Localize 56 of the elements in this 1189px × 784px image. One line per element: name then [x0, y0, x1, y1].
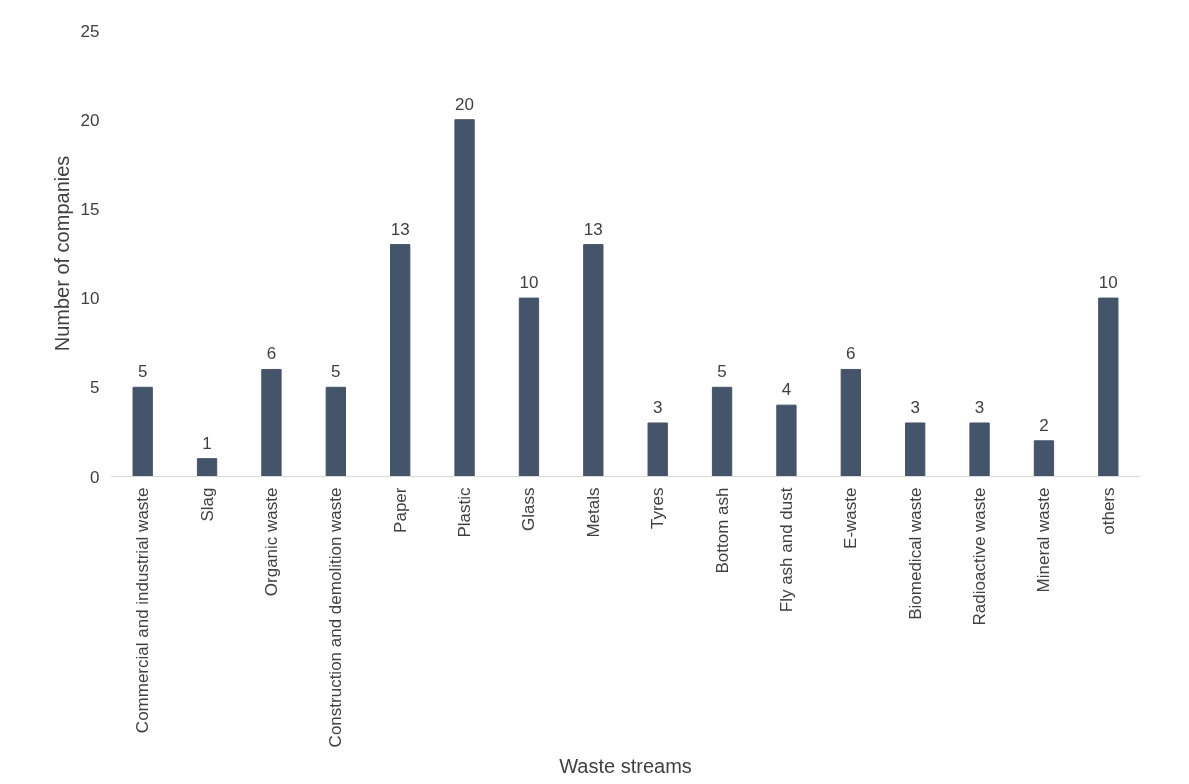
x-tick-label: Glass	[519, 487, 539, 531]
x-tick-label: E-waste	[841, 487, 861, 549]
data-label: 6	[266, 344, 277, 364]
y-tick-label: 10	[80, 289, 100, 309]
x-tick-label: Slag	[197, 487, 217, 522]
bar	[518, 297, 540, 477]
x-tick-label: Plastic	[455, 487, 475, 538]
y-tick-label: 15	[80, 199, 100, 219]
x-tick-label: Metals	[583, 487, 603, 538]
x-tick-label: Bottom ash	[712, 487, 732, 574]
data-label: 3	[974, 397, 985, 417]
bar	[132, 386, 153, 477]
data-label: 20	[455, 94, 475, 114]
data-label: 5	[717, 362, 727, 382]
data-label: 5	[137, 362, 148, 382]
x-tick-label: Biomedical waste	[905, 487, 925, 620]
y-tick-label: 20	[80, 110, 100, 130]
bar	[390, 244, 411, 477]
data-label: 4	[781, 380, 792, 400]
x-tick-label: Mineral waste	[1034, 487, 1054, 593]
bar	[325, 386, 346, 477]
bar	[905, 422, 926, 477]
bar	[969, 422, 990, 477]
y-tick-label: 0	[90, 467, 100, 487]
y-tick-label: 25	[80, 21, 100, 41]
bar	[776, 404, 797, 477]
x-tick-label: others	[1098, 487, 1118, 535]
data-label: 6	[846, 344, 856, 364]
data-label: 3	[910, 397, 920, 417]
data-label: 10	[519, 273, 539, 293]
x-tick-label: Organic waste	[261, 487, 281, 597]
y-tick-label: 5	[90, 378, 100, 398]
bar	[261, 368, 282, 477]
bar	[711, 386, 733, 477]
data-label: 13	[583, 219, 603, 239]
bar	[840, 368, 861, 477]
data-label: 1	[202, 433, 212, 453]
x-tick-label: Commercial and industrial waste	[133, 487, 153, 734]
data-label: 2	[1039, 415, 1049, 435]
x-tick-label: Fly ash and dust	[776, 487, 796, 613]
data-label: 13	[390, 219, 410, 239]
bar	[583, 244, 604, 477]
data-label: 10	[1098, 273, 1118, 293]
bar	[1033, 440, 1055, 477]
x-tick-label: Tyres	[648, 487, 668, 530]
x-tick-label: Construction and demolition waste	[326, 487, 346, 748]
bar	[454, 119, 475, 477]
y-axis-title: Number of companies	[50, 155, 73, 352]
data-label: 5	[331, 362, 341, 382]
bar	[647, 422, 668, 477]
x-tick-label: Radioactive waste	[970, 487, 990, 626]
x-tick-label: Paper	[390, 487, 410, 533]
bar	[196, 458, 218, 477]
x-axis-title: Waste streams	[559, 755, 692, 778]
bar	[1098, 297, 1119, 477]
data-label: 3	[652, 397, 663, 417]
